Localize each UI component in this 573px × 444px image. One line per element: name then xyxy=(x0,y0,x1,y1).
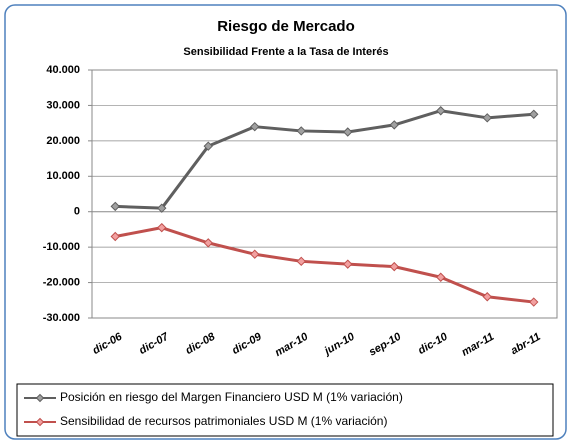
y-tick-label: 20.000 xyxy=(46,135,80,147)
point xyxy=(343,259,353,269)
legend-marker xyxy=(35,417,45,427)
point xyxy=(157,222,167,233)
y-tick-label: 0 xyxy=(74,206,80,218)
legend-marker xyxy=(35,393,45,403)
point xyxy=(482,113,492,123)
series-line xyxy=(115,109,534,210)
point xyxy=(436,272,446,282)
point xyxy=(157,203,167,213)
y-tick-label: -30.000 xyxy=(43,312,80,324)
point xyxy=(203,141,213,151)
point xyxy=(529,297,539,307)
point xyxy=(203,238,213,248)
point xyxy=(482,292,492,302)
point xyxy=(436,106,446,116)
legend-label: Posición en riesgo del Margen Financiero… xyxy=(60,390,403,404)
chart-subtitle: Sensibilidad Frente a la Tasa de Interés xyxy=(183,46,388,58)
y-tick-label: 30.000 xyxy=(46,99,80,111)
point xyxy=(343,127,353,137)
plot-area xyxy=(91,69,558,319)
point xyxy=(529,109,539,119)
y-tick-label: 40.000 xyxy=(46,64,80,76)
point xyxy=(110,231,120,242)
point xyxy=(389,120,399,130)
point xyxy=(250,121,260,132)
point xyxy=(296,126,306,136)
point xyxy=(110,201,120,212)
y-tick-label: 10.000 xyxy=(46,170,80,182)
y-tick-label: -10.000 xyxy=(43,241,80,253)
chart-title: Riesgo de Mercado xyxy=(217,18,355,35)
legend-box xyxy=(16,383,554,437)
legend-label: Sensibilidad de recursos patrimoniales U… xyxy=(60,414,387,428)
series-line xyxy=(114,226,534,304)
point xyxy=(389,261,399,272)
point xyxy=(296,256,306,267)
y-tick-label: -20.000 xyxy=(43,276,80,288)
point xyxy=(250,249,260,259)
